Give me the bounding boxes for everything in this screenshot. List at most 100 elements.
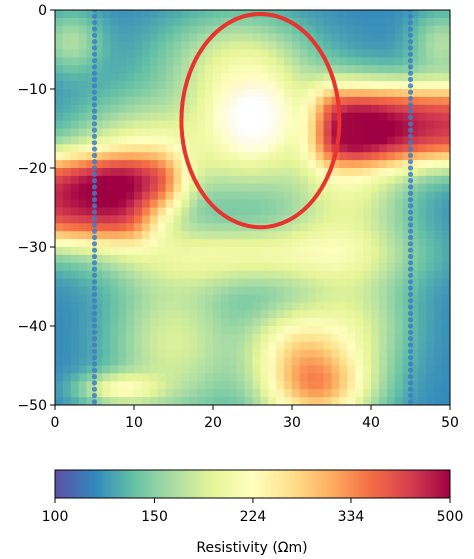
heatmap-cell [299,278,309,287]
heatmap-cell [141,215,151,224]
heatmap-cell [260,152,269,161]
heatmap-cell [260,341,269,351]
heatmap-cell [102,89,111,98]
heatmap-cell [157,33,166,42]
heatmap-cell [102,128,111,137]
heatmap-cell [228,112,238,121]
heatmap-cell [418,302,427,311]
heatmap-cell [134,81,143,90]
heatmap-cell [292,49,301,58]
heatmap-cell [363,136,372,145]
heatmap-cell [205,89,214,98]
heatmap-cell [62,41,72,50]
heatmap-cell [299,136,309,145]
heatmap-cell [141,223,151,232]
heatmap-cell [157,326,166,335]
heatmap-cell [339,104,348,114]
heatmap-cell [62,397,72,405]
heatmap-cell [252,73,261,82]
heatmap-cell [276,41,285,50]
heatmap-cell [126,270,135,279]
electrode-marker [407,266,414,272]
heatmap-cell [94,49,103,58]
heatmap-cell [165,349,174,358]
heatmap-cell [307,349,317,358]
heatmap-cell [70,247,80,256]
heatmap-cell [62,262,72,272]
heatmap-cell [205,254,214,264]
heatmap-cell [78,65,87,74]
heatmap-cell [410,199,419,208]
heatmap-cell [260,365,269,374]
heatmap-cell [70,373,80,382]
heatmap-cell [410,310,419,319]
heatmap-cell [118,389,127,398]
heatmap-cell [299,286,309,295]
heatmap-cell [331,25,340,35]
heatmap-cell [434,120,443,129]
heatmap-cell [70,152,80,161]
heatmap-cell [102,318,111,327]
heatmap-cell [165,81,174,90]
heatmap-cell [363,373,372,382]
heatmap-cell [434,207,443,216]
heatmap-cell [220,25,230,35]
heatmap-cell [355,231,364,240]
heatmap-cell [410,286,419,295]
heatmap-cell [197,168,206,177]
heatmap-cell [78,373,87,382]
heatmap-cell [276,112,285,121]
heatmap-cell [173,160,182,169]
heatmap-cell [134,389,143,398]
heatmap-cell [284,57,293,66]
electrode-marker [407,203,414,209]
heatmap-cell [434,104,443,114]
heatmap-cell [339,89,348,98]
heatmap-cell [418,25,427,35]
heatmap-cell [268,215,277,224]
heatmap-cell [110,215,119,224]
heatmap-cell [244,175,253,185]
heatmap-cell [244,357,253,366]
heatmap-cell [426,341,435,351]
heatmap-cell [205,270,214,279]
heatmap-cell [189,10,198,19]
heatmap-cell [355,144,364,153]
electrode-marker [407,304,414,310]
heatmap-cell [118,168,127,177]
electrode-marker [91,310,98,316]
heatmap-cell [299,57,309,66]
heatmap-cell [260,262,269,272]
heatmap-cell [157,191,166,200]
heatmap-cell [78,286,87,295]
heatmap-cell [197,10,206,19]
heatmap-cell [189,183,198,193]
heatmap-cell [434,81,443,90]
heatmap-cell [331,57,340,66]
heatmap-cell [292,33,301,42]
heatmap-cell [181,239,190,248]
heatmap-cell [260,397,269,405]
heatmap-cell [299,215,309,224]
heatmap-cell [86,152,95,161]
heatmap-cell [197,144,206,153]
heatmap-cell [299,239,309,248]
heatmap-cell [78,223,87,232]
heatmap-cell [426,17,435,27]
heatmap-cell [157,318,166,327]
heatmap-cell [260,104,269,114]
heatmap-cell [355,120,364,129]
heatmap-cell [402,96,411,106]
colorbar-tick-label: 224 [240,509,267,525]
heatmap-cell [299,341,309,351]
heatmap-cell [252,247,261,256]
heatmap-cell [434,136,443,145]
heatmap-cell [157,144,166,153]
heatmap-cell [70,207,80,216]
heatmap-cell [434,41,443,50]
heatmap-cell [378,223,388,232]
heatmap-cell [268,333,277,343]
heatmap-cell [55,89,64,98]
heatmap-cell [363,10,372,19]
heatmap-cell [426,65,435,74]
